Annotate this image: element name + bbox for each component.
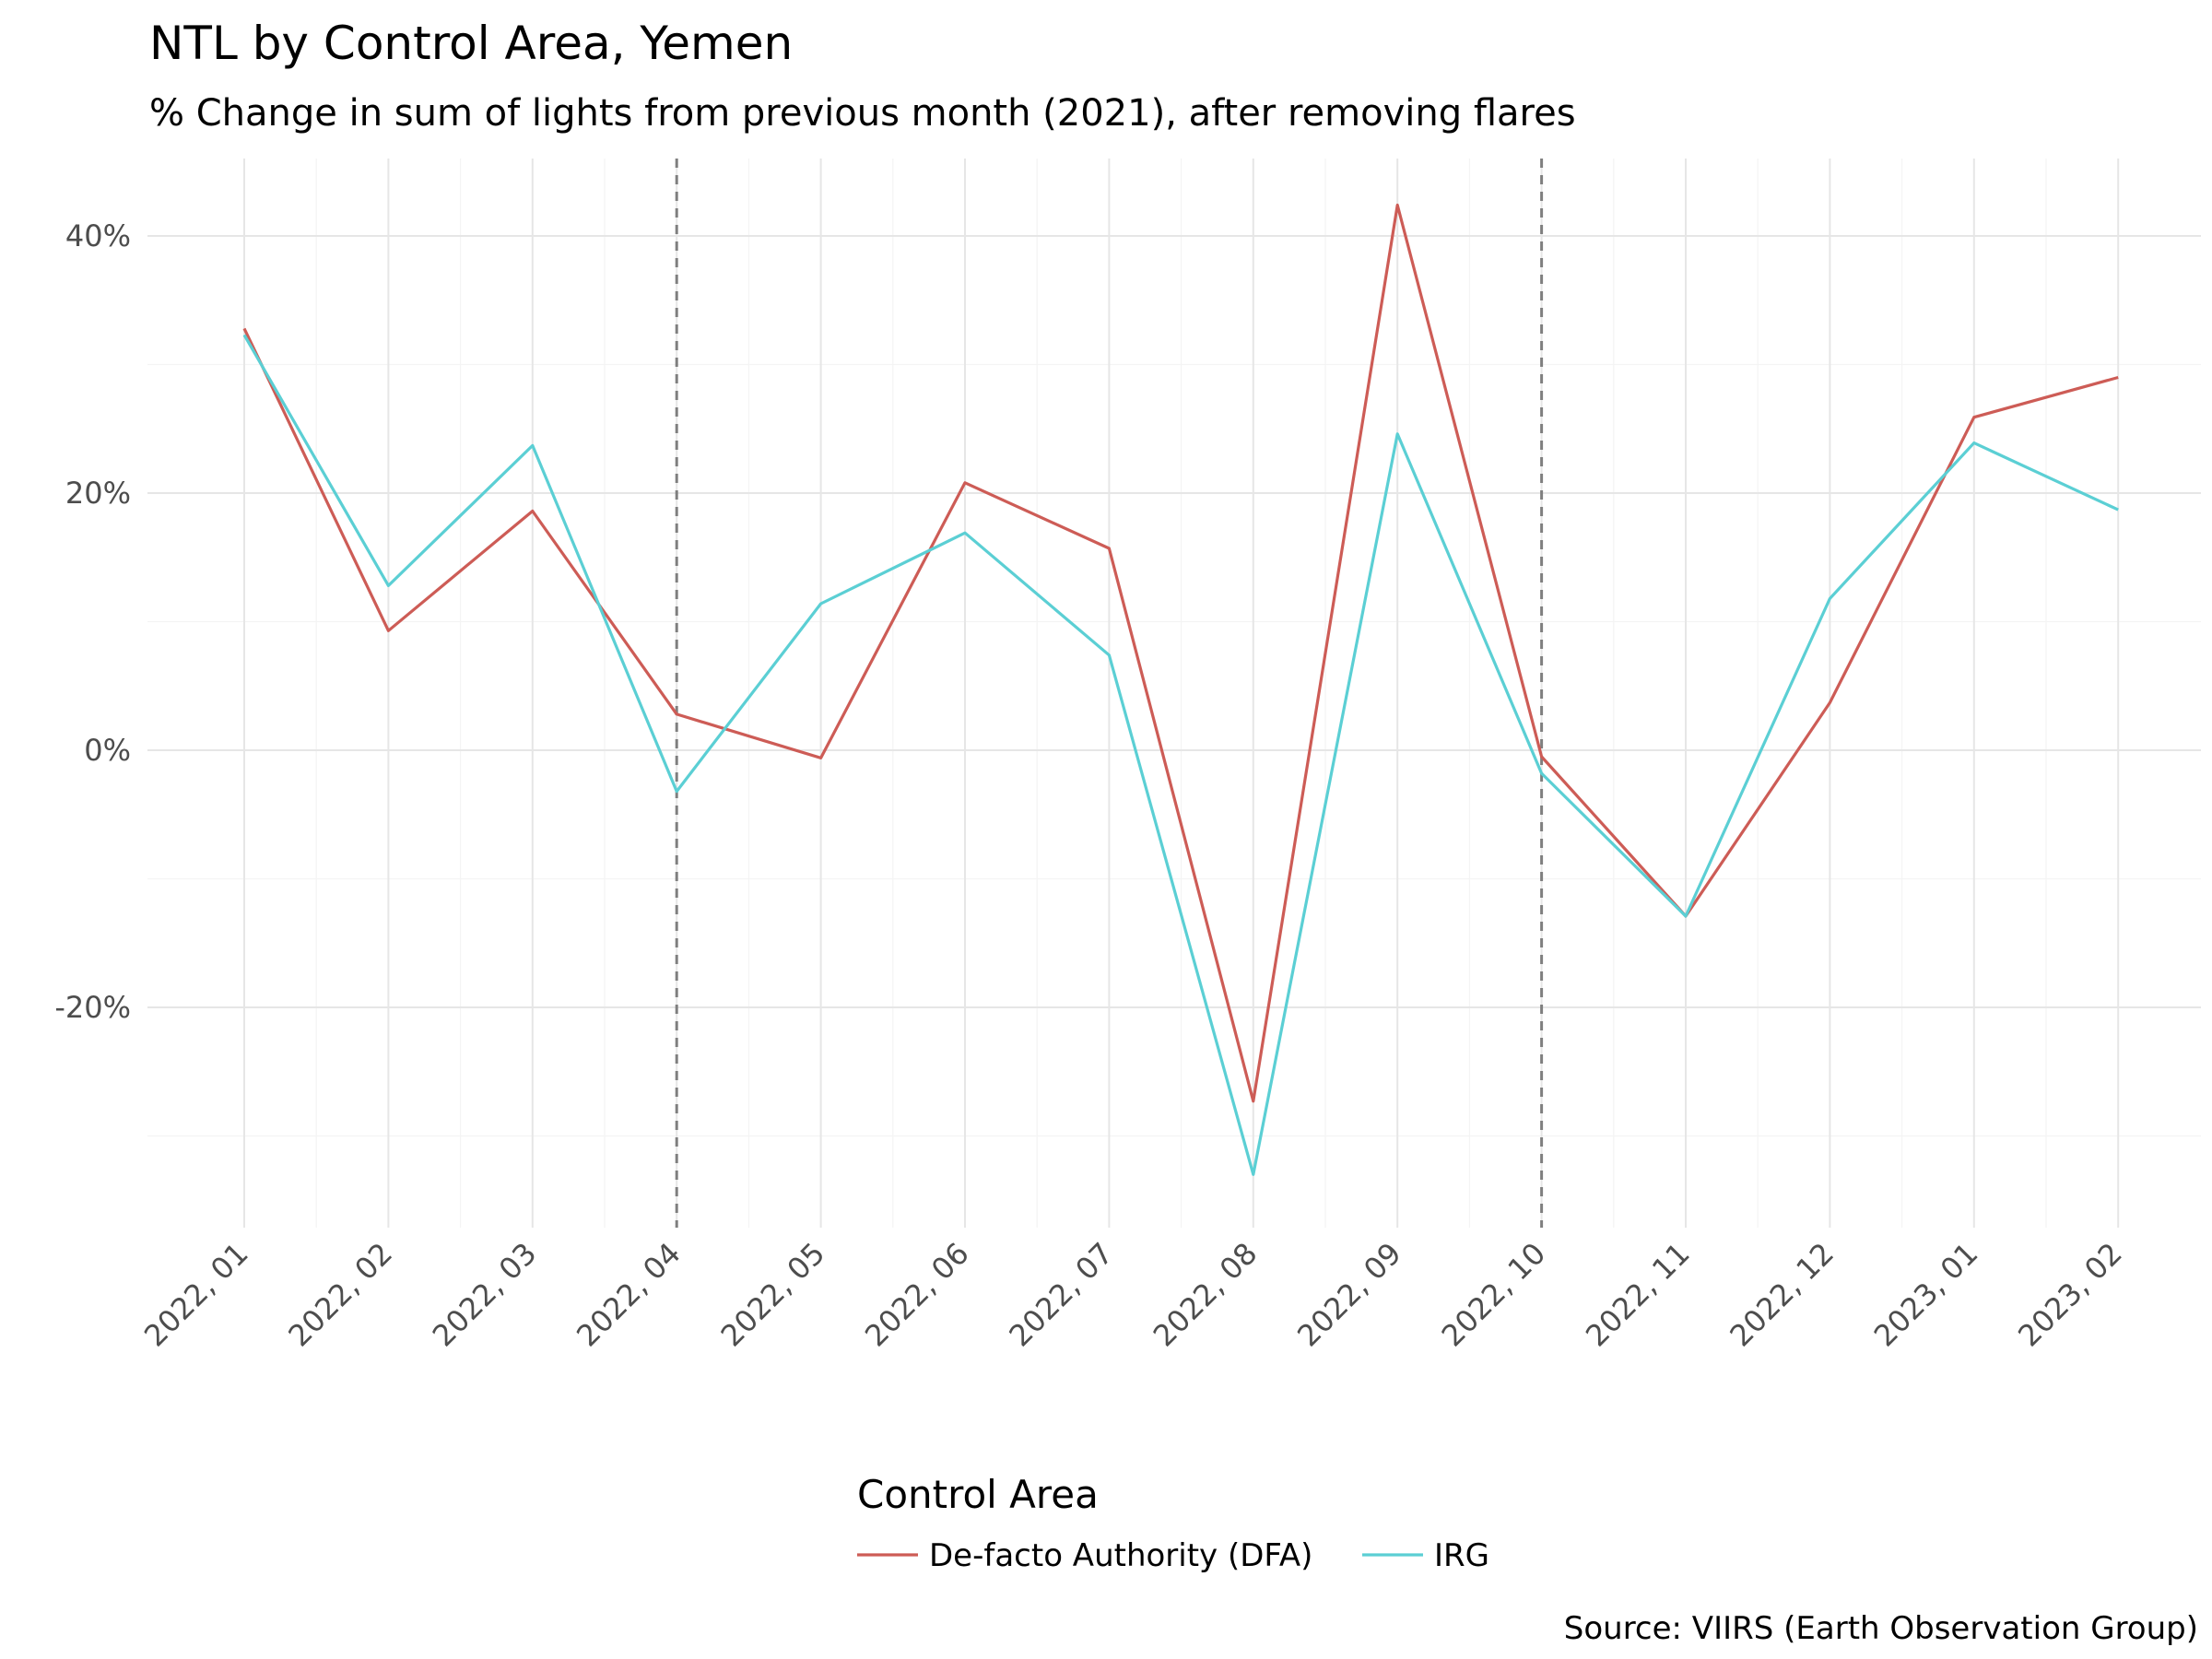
x-tick-label: 2022, 08 [1147, 1236, 1265, 1354]
x-tick-label: 2023, 01 [1867, 1236, 1985, 1354]
chart-caption: Source: VIIRS (Earth Observation Group) [1564, 1610, 2198, 1647]
legend: Control Area De-facto Authority (DFA) IRG [857, 1472, 1489, 1574]
grid [147, 159, 2201, 1228]
x-tick-label: 2022, 09 [1290, 1236, 1408, 1354]
series-lines [242, 203, 2119, 1176]
x-tick-label: 2022, 05 [714, 1236, 832, 1354]
x-tick-label: 2022, 04 [570, 1236, 688, 1354]
x-tick-label: 2022, 07 [1002, 1236, 1120, 1354]
x-tick-label: 2022, 12 [1723, 1236, 1841, 1354]
y-tick-label: 40% [65, 218, 131, 253]
plot-area: -20%0%20%40% 2022, 01 2022, 02 2022, 03 202… [54, 159, 2201, 1353]
y-axis-ticks: -20% 0% 20% 40% [54, 218, 131, 1025]
x-tick-label: 2023, 02 [2011, 1236, 2129, 1354]
x-tick-label: 2022, 06 [858, 1236, 976, 1354]
x-tick-label: 2022, 01 [137, 1236, 255, 1354]
legend-items: De-facto Authority (DFA) IRG [857, 1537, 1489, 1574]
chart-subtitle: % Change in sum of lights from previous … [149, 92, 1576, 135]
x-tick-label: 2022, 11 [1579, 1236, 1697, 1354]
x-tick-label: 2022, 03 [426, 1236, 544, 1354]
y-tick-label: 0% [84, 733, 131, 768]
legend-label: De-facto Authority (DFA) [929, 1537, 1312, 1574]
y-tick-label: 20% [65, 476, 131, 511]
series-line [242, 203, 2119, 1103]
x-tick-label: 2022, 02 [281, 1236, 399, 1354]
series-line [242, 334, 2119, 1176]
x-axis-ticks: 2022, 01 2022, 02 2022, 03 2022, 04 2022, 05… [137, 1236, 2129, 1354]
legend-title: Control Area [857, 1472, 1099, 1517]
x-tick-label: 2022, 10 [1435, 1236, 1553, 1354]
chart-title: NTL by Control Area, Yemen [149, 17, 793, 70]
y-tick-label: -20% [54, 990, 131, 1025]
legend-label: IRG [1434, 1537, 1489, 1574]
reference-lines [675, 159, 1544, 1228]
